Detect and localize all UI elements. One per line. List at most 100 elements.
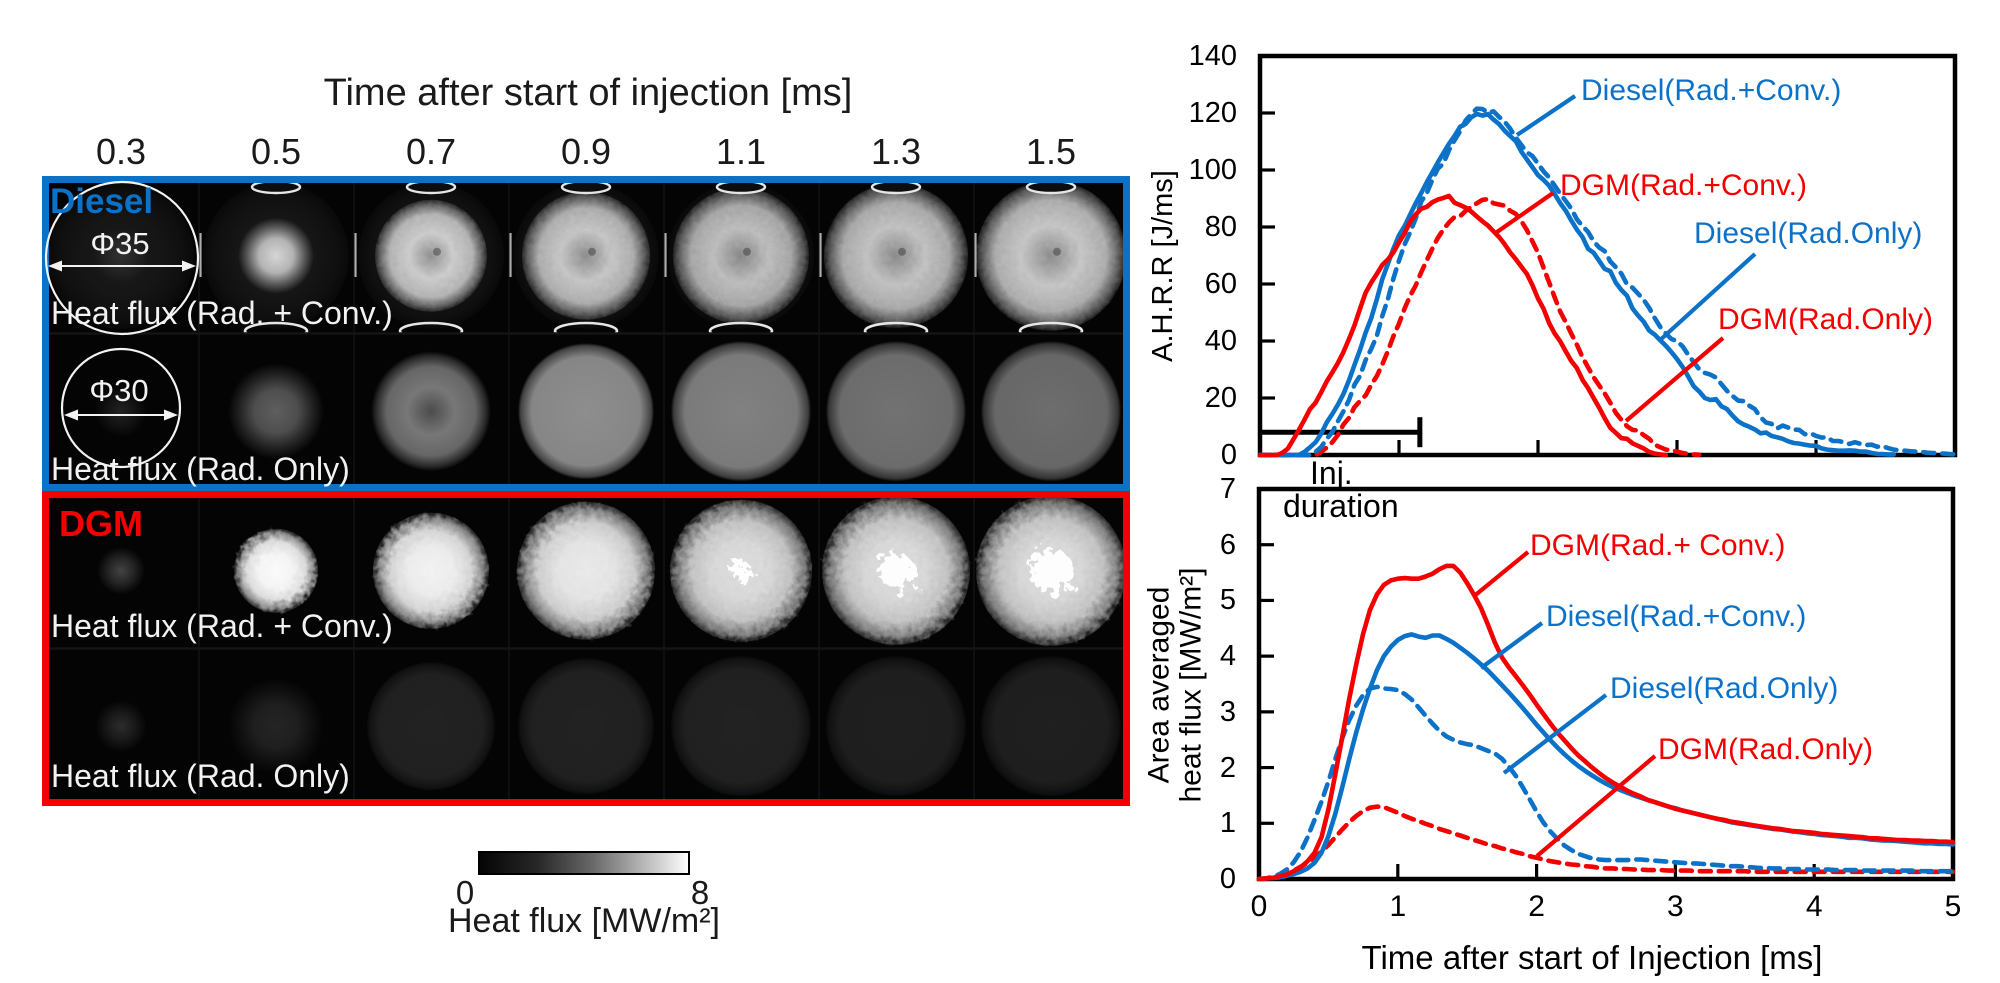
ahrr-y-tick-label: 60 bbox=[1204, 267, 1237, 300]
ahrr-legend-label-dgm_ro: DGM(Rad.Only) bbox=[1718, 303, 1934, 336]
time-label-0.7: 0.7 bbox=[405, 131, 457, 172]
time-label-1.5: 1.5 bbox=[1025, 131, 1077, 172]
row-label-diesel-rad-only: Heat flux (Rad. Only) bbox=[51, 451, 350, 487]
flux-x-tick-label: 4 bbox=[1805, 890, 1823, 923]
ahrr-y-tick-label: 120 bbox=[1188, 96, 1237, 129]
flux-y-tick-label: 1 bbox=[1219, 807, 1236, 840]
ahrr-y-tick-label: 80 bbox=[1204, 210, 1237, 243]
flux-legend-label-diesel_rc: Diesel(Rad.+Conv.) bbox=[1546, 600, 1807, 633]
image-cell bbox=[353, 178, 509, 334]
ahrr-y-tick-label: 0 bbox=[1220, 438, 1237, 471]
image-cell bbox=[973, 333, 1129, 489]
phi35-circle bbox=[44, 180, 200, 336]
image-cell bbox=[818, 493, 974, 649]
colorbar-caption: Heat flux [MW/m²] bbox=[447, 902, 721, 940]
image-cell bbox=[43, 333, 199, 489]
image-cell bbox=[663, 648, 819, 804]
flux-x-axis-title: Time after start of Injection [ms] bbox=[1361, 939, 1823, 976]
image-cell bbox=[818, 178, 974, 334]
time-label-0.9: 0.9 bbox=[560, 131, 612, 172]
flux-y-tick-label: 2 bbox=[1219, 751, 1236, 784]
ahrr-callout-diesel_ro bbox=[1657, 252, 1757, 343]
ahrr-curve-diesel_ro bbox=[1257, 106, 1958, 458]
flux-y-tick-label: 3 bbox=[1219, 695, 1236, 728]
flux-x-tick-label: 5 bbox=[1944, 890, 1962, 923]
ahrr-callout-dgm_rc bbox=[1495, 191, 1555, 234]
flux-curve-dgm_rc bbox=[1256, 563, 1956, 882]
flux-y-tick-label: 7 bbox=[1219, 472, 1236, 505]
diameter-label-phi35: Φ35 bbox=[90, 226, 150, 261]
flux-curve-diesel_ro bbox=[1256, 684, 1956, 882]
row-label-diesel-rad-conv: Heat flux (Rad. + Conv.) bbox=[51, 295, 393, 331]
group-label-dgm: DGM bbox=[59, 503, 143, 544]
image-cell bbox=[973, 178, 1129, 334]
left-panel-title: Time after start of injection [ms] bbox=[323, 72, 853, 114]
ahrr-curve-dgm_rc bbox=[1257, 193, 1669, 458]
image-cell bbox=[818, 648, 974, 804]
image-cell bbox=[508, 648, 664, 804]
flux-callout-dgm_ro bbox=[1535, 754, 1657, 858]
row-label-dgm-rad-only: Heat flux (Rad. Only) bbox=[51, 758, 350, 794]
image-grid bbox=[42, 176, 1130, 806]
flux-callout-dgm_rc bbox=[1471, 550, 1530, 599]
chart-ahrr bbox=[1257, 53, 1958, 458]
ahrr-legend-label-diesel_rc: Diesel(Rad.+Conv.) bbox=[1581, 74, 1842, 107]
image-cell bbox=[353, 493, 509, 649]
group-label-diesel: Diesel bbox=[50, 182, 154, 221]
flux-y-axis-title: Area averaged heat flux [MW/m²] bbox=[1142, 567, 1208, 803]
ahrr-curve-dgm_ro bbox=[1257, 196, 1702, 458]
ahrr-y-axis-title: A.H.R.R [J/ms] bbox=[1146, 170, 1179, 362]
flux-x-tick-label: 1 bbox=[1389, 890, 1407, 923]
time-label-0.3: 0.3 bbox=[95, 131, 147, 172]
flux-legend-label-diesel_ro: Diesel(Rad.Only) bbox=[1610, 672, 1839, 705]
ahrr-y-tick-label: 40 bbox=[1204, 324, 1237, 357]
flux-y-axis-title-line1: Area averaged bbox=[1142, 586, 1176, 784]
flux-y-tick-label: 0 bbox=[1219, 862, 1236, 895]
image-cell bbox=[508, 178, 664, 334]
image-cell bbox=[663, 333, 819, 489]
image-row-diesel-0 bbox=[43, 178, 1129, 334]
image-row-dgm-0 bbox=[43, 493, 1129, 649]
colorbar-min-label: 0 bbox=[455, 874, 475, 911]
image-cell bbox=[43, 493, 199, 649]
ahrr-y-tick-label: 100 bbox=[1188, 153, 1237, 186]
flux-x-tick-label: 0 bbox=[1250, 890, 1268, 923]
ahrr-curve-diesel_rc bbox=[1257, 111, 1897, 458]
image-cell bbox=[663, 493, 819, 649]
image-cell bbox=[353, 648, 509, 804]
image-cell bbox=[198, 648, 354, 804]
flux-x-tick-label: 3 bbox=[1667, 890, 1684, 923]
image-cell bbox=[43, 648, 199, 804]
ahrr-legend-label-diesel_ro: Diesel(Rad.Only) bbox=[1694, 217, 1923, 250]
flux-y-tick-label: 4 bbox=[1219, 639, 1236, 672]
block-border-dgm bbox=[42, 491, 1130, 806]
time-label-1.3: 1.3 bbox=[870, 131, 922, 172]
image-cell bbox=[353, 333, 509, 489]
flux-plot-frame bbox=[1256, 486, 1956, 882]
colorbar-max-label: 8 bbox=[690, 874, 710, 911]
time-label-1.1: 1.1 bbox=[715, 131, 767, 172]
flux-y-tick-label: 5 bbox=[1219, 584, 1236, 617]
inj-duration-label-line2: duration bbox=[1283, 488, 1399, 524]
chart-flux bbox=[1256, 486, 1956, 882]
diameter-label-phi30: Φ30 bbox=[89, 373, 149, 408]
image-row-diesel-1 bbox=[43, 332, 1129, 489]
flux-y-axis-title-line2: heat flux [MW/m²] bbox=[1174, 567, 1207, 803]
image-cell bbox=[508, 493, 664, 649]
row-label-dgm-rad-conv: Heat flux (Rad. + Conv.) bbox=[51, 608, 393, 644]
flux-x-tick-label: 2 bbox=[1528, 890, 1545, 923]
flux-legend-label-dgm_ro: DGM(Rad.Only) bbox=[1658, 733, 1874, 766]
diameter-annotations bbox=[44, 180, 200, 469]
phi30-circle bbox=[60, 347, 182, 469]
image-cell bbox=[818, 333, 974, 489]
image-cell bbox=[973, 493, 1129, 649]
block-border-diesel bbox=[42, 176, 1130, 491]
colorbar-gradient bbox=[478, 851, 690, 875]
ahrr-y-tick-label: 140 bbox=[1188, 39, 1237, 72]
ahrr-callout-dgm_ro bbox=[1624, 336, 1725, 423]
image-cell bbox=[198, 493, 354, 649]
ahrr-y-tick-label: 20 bbox=[1204, 381, 1237, 414]
image-cell bbox=[973, 648, 1129, 804]
